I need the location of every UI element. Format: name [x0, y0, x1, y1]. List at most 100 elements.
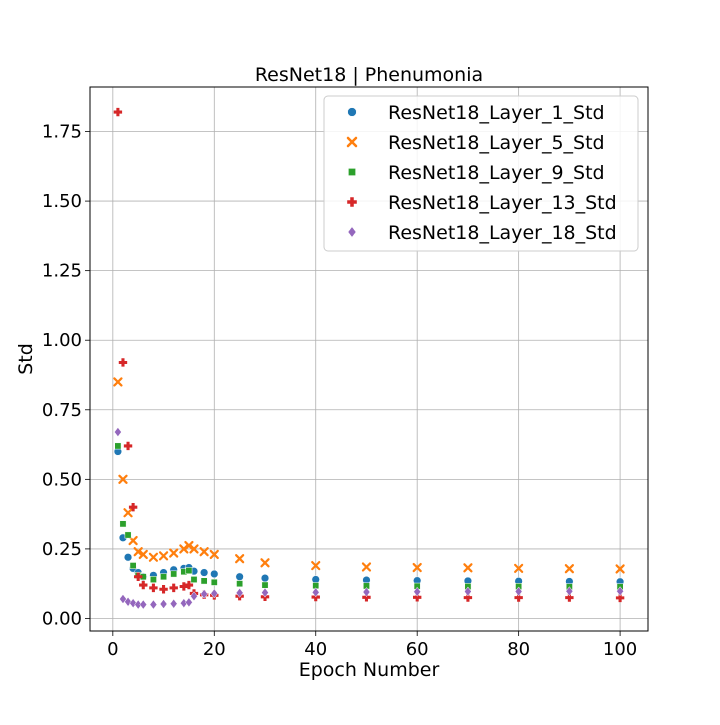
data-point: [149, 599, 158, 610]
data-point: [148, 552, 159, 562]
data-point: [169, 583, 178, 593]
data-point: [129, 598, 137, 609]
data-point: [169, 548, 179, 558]
data-point: [159, 585, 168, 594]
legend: ResNet18_Layer_1_Std ResNet18_Layer_5_Std…: [323, 95, 639, 252]
data-point: [235, 554, 245, 564]
data-point: [463, 593, 473, 602]
data-point: [200, 589, 208, 599]
plot-frame: [89, 86, 649, 632]
data-point: [565, 586, 574, 597]
data-point: [260, 558, 270, 568]
data-point: [158, 551, 169, 561]
legend-label: ResNet18_Layer_13_Std: [388, 192, 617, 214]
x-tick-label: 0: [107, 639, 118, 660]
data-point: [189, 544, 199, 554]
y-tick-label: 0.25: [42, 539, 82, 560]
x-tick-label: 80: [507, 639, 530, 660]
data-point: [118, 358, 128, 367]
legend-item: ResNet18_Layer_9_Std: [348, 162, 605, 184]
data-point: [139, 599, 148, 610]
x-tick-label: 20: [203, 639, 226, 660]
data-point: [464, 586, 472, 597]
data-point: [190, 591, 198, 602]
data-point: [190, 576, 198, 583]
data-point: [123, 508, 133, 518]
data-point: [412, 593, 422, 602]
data-point: [159, 599, 168, 609]
x-tick-label: 100: [603, 639, 637, 660]
data-point: [235, 587, 244, 598]
data-point: [179, 544, 189, 554]
chart-title: ResNet18 | Phenumonia: [255, 64, 483, 86]
data-point: [210, 578, 218, 586]
y-tick-label: 0.50: [42, 469, 82, 490]
data-point: [123, 441, 133, 451]
data-point: [235, 572, 244, 581]
data-point: [119, 520, 127, 528]
data-point: [114, 427, 122, 438]
data-point: [362, 587, 371, 598]
legend-label: ResNet18_Layer_9_Std: [388, 162, 605, 184]
y-axis-label: Std: [15, 343, 37, 375]
data-point: [311, 587, 320, 598]
data-point: [565, 593, 574, 602]
legend-label: ResNet18_Layer_5_Std: [388, 132, 605, 154]
data-point: [260, 574, 270, 583]
legend-marker: [346, 136, 358, 148]
data-point: [170, 570, 178, 578]
data-point: [184, 540, 194, 551]
data-point: [616, 586, 624, 597]
data-point: [209, 549, 219, 560]
data-point: [514, 563, 524, 574]
data-point: [261, 581, 269, 589]
data-point: [413, 586, 422, 597]
data-point: [114, 442, 122, 450]
data-point: [200, 568, 209, 577]
data-point: [514, 586, 523, 597]
y-tick-label: 0.00: [42, 608, 82, 629]
legend-box: [323, 95, 639, 252]
data-point: [210, 588, 219, 599]
y-tick-label: 0.75: [42, 400, 82, 421]
data-point: [200, 577, 208, 585]
series-5-points: [114, 427, 624, 610]
legend-item: ResNet18_Layer_1_Std: [347, 102, 605, 124]
legend-item: ResNet18_Layer_13_Std: [347, 192, 617, 214]
data-point: [185, 567, 193, 575]
data-point: [124, 531, 132, 539]
data-point: [185, 597, 193, 608]
data-point: [160, 573, 167, 581]
data-point: [311, 560, 321, 571]
data-point: [514, 593, 523, 602]
data-point: [311, 575, 320, 584]
data-point: [361, 562, 372, 572]
data-point: [179, 582, 189, 591]
y-tick-label: 1.00: [42, 330, 82, 351]
data-point: [119, 594, 127, 604]
data-point: [139, 580, 148, 590]
legend-item: ResNet18_Layer_18_Std: [347, 222, 617, 244]
data-point: [113, 107, 123, 117]
data-point: [362, 593, 371, 602]
data-point: [133, 547, 143, 557]
data-point: [149, 583, 158, 593]
series-2-points: [113, 377, 625, 574]
legend-label: ResNet18_Layer_18_Std: [388, 222, 617, 244]
data-point: [236, 580, 244, 588]
data-point: [169, 598, 178, 609]
legend-marker: [347, 197, 357, 207]
data-point: [129, 562, 137, 570]
data-point: [134, 599, 143, 610]
data-point: [113, 377, 123, 387]
data-point: [199, 547, 209, 557]
data-point: [118, 474, 128, 484]
data-point: [123, 553, 133, 562]
legend-marker: [347, 107, 357, 117]
x-tick-label: 40: [304, 639, 327, 660]
data-point: [128, 502, 138, 512]
data-point: [133, 572, 143, 581]
legend-marker: [348, 168, 356, 176]
